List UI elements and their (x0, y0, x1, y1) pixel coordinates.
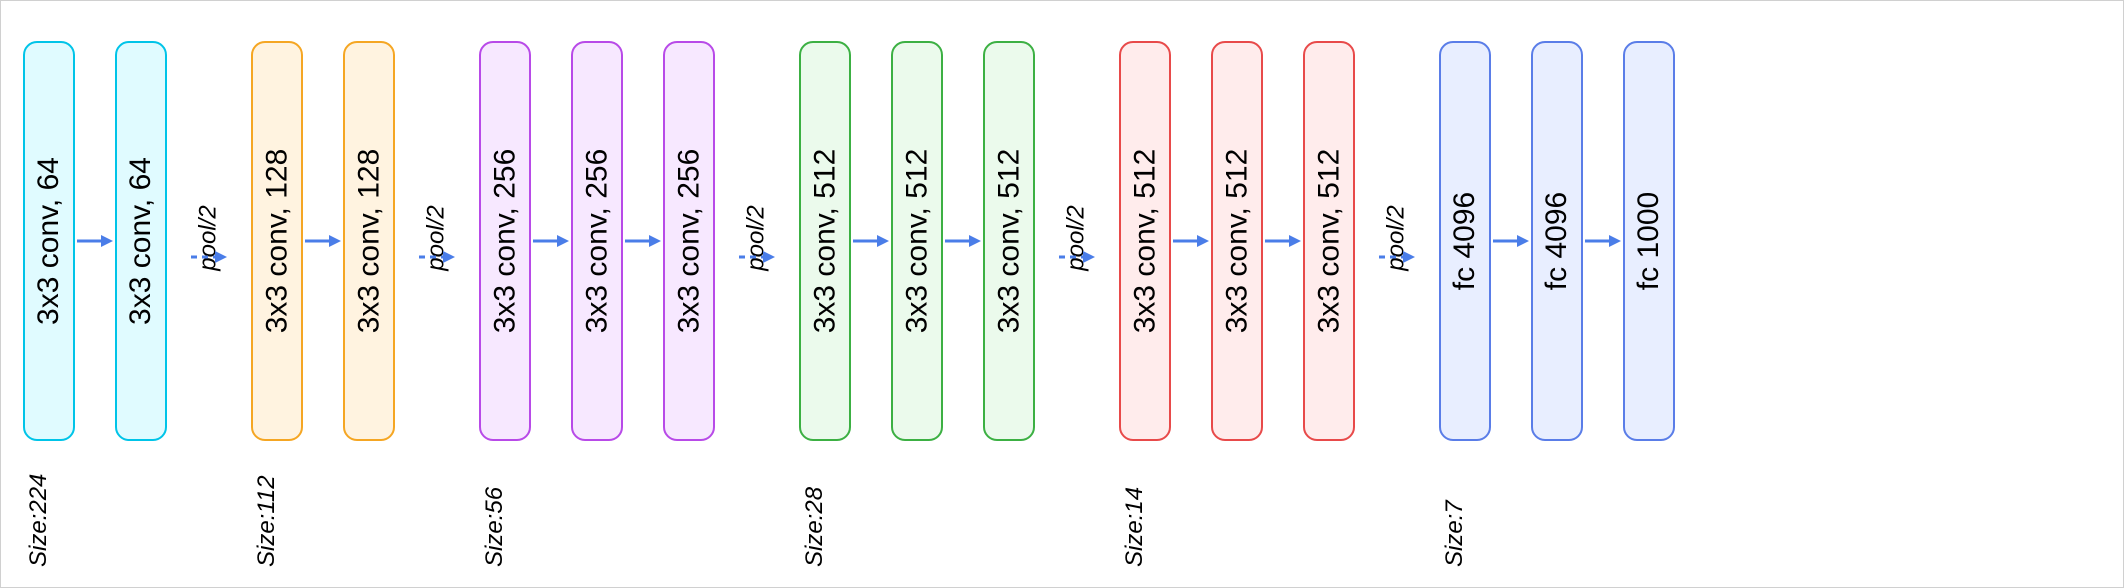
pool-connector: pool/2 (717, 224, 797, 258)
layer-block: 3x3 conv, 512 (1211, 41, 1263, 441)
pool-connector: pool/2 (1357, 224, 1437, 258)
layer-label: 3x3 conv, 512 (1220, 149, 1254, 334)
size-label: Size:56 (481, 487, 509, 567)
layer-block: fc 4096 (1531, 41, 1583, 441)
layer-label: 3x3 conv, 512 (808, 149, 842, 334)
size-label: Size:224 (25, 474, 53, 567)
pool-arrow (1059, 256, 1095, 258)
arrow (305, 240, 341, 242)
layer-block: 3x3 conv, 512 (983, 41, 1035, 441)
layer-block: 3x3 conv, 128 (343, 41, 395, 441)
size-row: Size:224 Size:112 Size:56 Size:28 Size:14 Siz… (21, 457, 2103, 577)
pool-arrow (739, 256, 775, 258)
layer-label: fc 4096 (1540, 192, 1574, 290)
pool-arrow (419, 256, 455, 258)
layer-label: 3x3 conv, 256 (672, 149, 706, 334)
arrow (1585, 240, 1621, 242)
layer-block: 3x3 conv, 64 (23, 41, 75, 441)
arrow (1493, 240, 1529, 242)
layer-label: 3x3 conv, 512 (992, 149, 1026, 334)
arrow (1173, 240, 1209, 242)
layer-block: fc 4096 (1439, 41, 1491, 441)
layer-block: 3x3 conv, 64 (115, 41, 167, 441)
pool-arrow (191, 256, 227, 258)
arrow (945, 240, 981, 242)
size-label: Size:7 (1441, 500, 1469, 567)
layer-label: 3x3 conv, 256 (488, 149, 522, 334)
layer-label: 3x3 conv, 512 (900, 149, 934, 334)
size-label: Size:28 (801, 487, 829, 567)
layer-label: 3x3 conv, 64 (124, 157, 158, 325)
layer-label: 3x3 conv, 256 (580, 149, 614, 334)
layer-label: fc 4096 (1448, 192, 1482, 290)
layer-block: 3x3 conv, 128 (251, 41, 303, 441)
arrow (533, 240, 569, 242)
layer-block: 3x3 conv, 512 (1303, 41, 1355, 441)
layer-block: 3x3 conv, 512 (1119, 41, 1171, 441)
layer-label: 3x3 conv, 64 (32, 157, 66, 325)
layer-row: 3x3 conv, 64 3x3 conv, 64 pool/2 3x3 conv, … (21, 31, 1677, 451)
layer-label: 3x3 conv, 128 (260, 149, 294, 334)
layer-block: 3x3 conv, 256 (571, 41, 623, 441)
pool-connector: pool/2 (1037, 224, 1117, 258)
arrow (77, 240, 113, 242)
layer-block: 3x3 conv, 256 (479, 41, 531, 441)
pool-connector: pool/2 (169, 224, 249, 258)
layer-label: 3x3 conv, 512 (1128, 149, 1162, 334)
nn-architecture-diagram: 3x3 conv, 64 3x3 conv, 64 pool/2 3x3 conv, … (0, 0, 2124, 588)
layer-block: 3x3 conv, 512 (891, 41, 943, 441)
arrow (853, 240, 889, 242)
size-label: Size:14 (1121, 487, 1149, 567)
size-label: Size:112 (253, 475, 281, 567)
layer-label: 3x3 conv, 512 (1312, 149, 1346, 334)
layer-block: 3x3 conv, 256 (663, 41, 715, 441)
arrow (625, 240, 661, 242)
layer-label: fc 1000 (1632, 192, 1666, 290)
arrow (1265, 240, 1301, 242)
pool-connector: pool/2 (397, 224, 477, 258)
pool-arrow (1379, 256, 1415, 258)
layer-label: 3x3 conv, 128 (352, 149, 386, 334)
layer-block: 3x3 conv, 512 (799, 41, 851, 441)
layer-block: fc 1000 (1623, 41, 1675, 441)
